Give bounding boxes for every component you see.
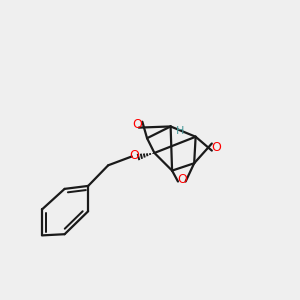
- Text: O: O: [132, 118, 142, 130]
- Text: H: H: [176, 126, 184, 136]
- Text: O: O: [129, 149, 139, 162]
- Text: O: O: [211, 141, 221, 154]
- Text: O: O: [177, 173, 187, 186]
